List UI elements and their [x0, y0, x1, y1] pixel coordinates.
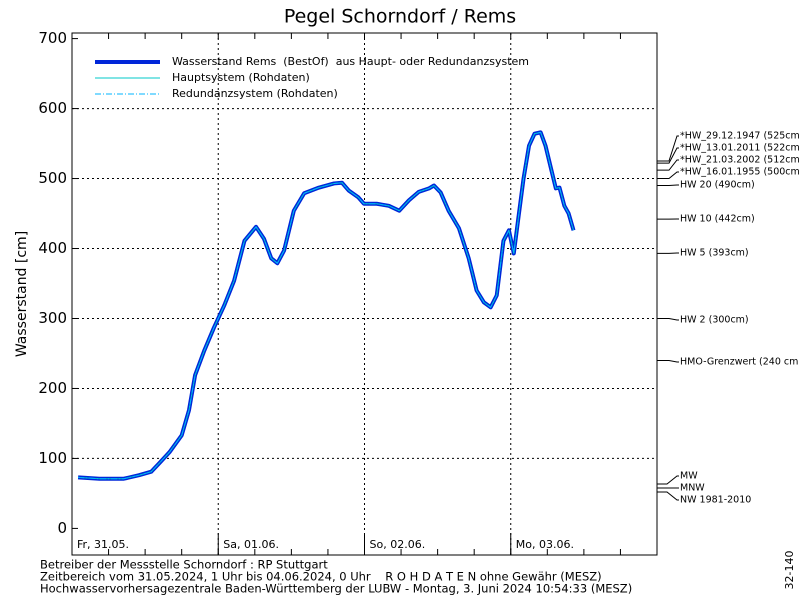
reference-label: HW 2 (300cm) — [680, 315, 749, 326]
x-tick-label: So, 02.06. — [370, 538, 426, 551]
y-tick-label: 400 — [38, 239, 67, 257]
y-tick-label: 600 — [38, 99, 67, 117]
footer-text: Hochwasservorhersagezentrale Baden-Württ… — [40, 582, 632, 596]
y-tick-label: 700 — [38, 29, 67, 47]
reference-label: HMO-Grenzwert (240 cm — [680, 357, 798, 368]
footer-text: Betreiber der Messstelle Schorndorf : RP… — [40, 558, 328, 572]
x-tick-label: Sa, 01.06. — [223, 538, 279, 551]
y-axis-label: Wasserstand [cm] — [14, 231, 30, 357]
reference-label: MW — [680, 471, 698, 482]
footer-text: Zeitbereich vom 31.05.2024, 1 Uhr bis 04… — [40, 570, 602, 584]
data-line — [78, 131, 574, 480]
reference-leader — [657, 147, 679, 164]
plot-frame — [71, 32, 658, 556]
reference-leader — [657, 159, 679, 171]
reference-label: *HW_16.01.1955 (500cm) — [680, 167, 800, 178]
y-tick-label: 300 — [38, 309, 67, 327]
reference-leader — [657, 475, 679, 485]
reference-label: *HW_21.03.2002 (512cm) — [680, 155, 800, 166]
reference-leader — [657, 135, 679, 162]
reference-leader — [657, 359, 679, 363]
y-tick-label: 500 — [38, 169, 67, 187]
reference-label: HW 20 (490cm) — [680, 180, 755, 191]
reference-leader — [657, 171, 679, 180]
reference-leader — [657, 491, 679, 501]
reference-label: *HW_29.12.1947 (525cm) — [680, 131, 800, 142]
y-tick-label: 100 — [38, 449, 67, 467]
reference-label: NW 1981-2010 — [680, 495, 751, 506]
x-tick-label: Mo, 03.06. — [516, 538, 574, 551]
side-note: 32-140 — [783, 551, 796, 590]
legend-label: Redundanzsystem (Rohdaten) — [172, 87, 338, 100]
reference-leader — [657, 184, 679, 187]
reference-label: MNW — [680, 483, 705, 494]
reference-label: *HW_13.01.2011 (522cm) — [680, 143, 800, 154]
reference-label: HW 5 (393cm) — [680, 248, 749, 259]
y-tick-label: 0 — [57, 519, 67, 537]
reference-label: HW 10 (442cm) — [680, 214, 755, 225]
y-tick-label: 200 — [38, 379, 67, 397]
reference-leader — [657, 317, 679, 321]
chart-title: Pegel Schorndorf / Rems — [284, 6, 516, 28]
x-tick-label: Fr, 31.05. — [77, 538, 129, 551]
legend-label: Hauptsystem (Rohdaten) — [172, 71, 310, 84]
legend-label: Wasserstand Rems (BestOf) aus Haupt- ode… — [172, 55, 529, 68]
